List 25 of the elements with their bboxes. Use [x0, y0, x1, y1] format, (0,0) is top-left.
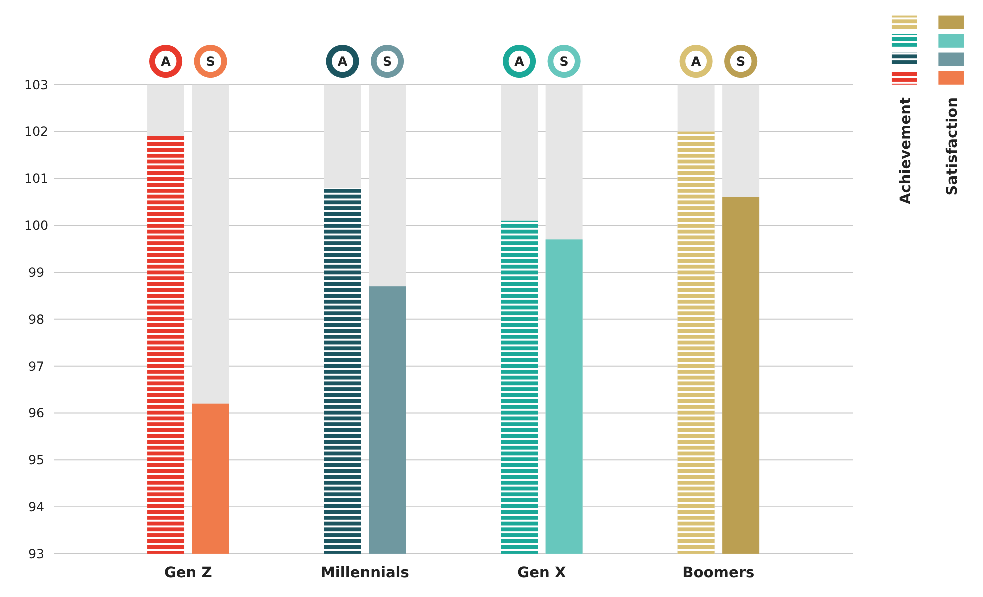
- y-tick-label: 97: [28, 358, 45, 374]
- text: S: [736, 54, 746, 69]
- y-tick-label: 100: [24, 218, 49, 234]
- x-tick-label: Gen Z: [164, 564, 212, 582]
- text: A: [338, 54, 348, 69]
- text: A: [691, 54, 702, 69]
- legend-label: Satisfaction: [944, 98, 962, 196]
- x-tick-label: Gen X: [518, 564, 566, 582]
- y-tick-label: 94: [28, 499, 45, 514]
- y-tick-label: 103: [24, 77, 49, 92]
- text: S: [382, 54, 392, 69]
- x-tick-label: Boomers: [682, 564, 755, 582]
- y-tick-label: 98: [28, 312, 45, 327]
- text: A: [514, 54, 524, 69]
- y-tick-label: 99: [28, 264, 45, 280]
- text: S: [560, 54, 569, 69]
- y-tick-label: 102: [24, 124, 49, 140]
- y-tick-label: 96: [28, 406, 45, 421]
- y-tick-label: 95: [28, 452, 45, 468]
- text: S: [206, 54, 216, 69]
- y-tick-label: 93: [28, 546, 45, 562]
- text: A: [161, 54, 172, 69]
- x-tick-label: Millennials: [320, 564, 410, 582]
- y-tick-label: 101: [24, 171, 49, 186]
- legend-label: Achievement: [897, 98, 914, 205]
